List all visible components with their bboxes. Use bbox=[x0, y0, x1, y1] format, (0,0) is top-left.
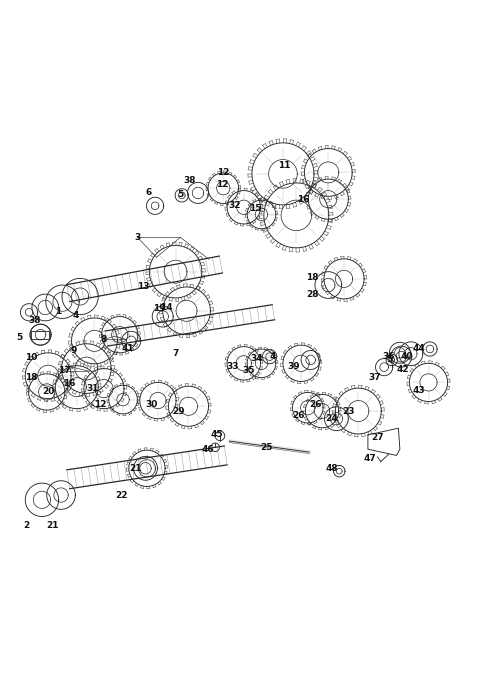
Text: 4: 4 bbox=[72, 311, 79, 320]
Text: 47: 47 bbox=[363, 454, 376, 463]
Text: 45: 45 bbox=[211, 431, 223, 439]
Text: 11: 11 bbox=[277, 161, 290, 170]
Text: 12: 12 bbox=[217, 168, 229, 177]
Text: 24: 24 bbox=[325, 414, 338, 423]
Text: 17: 17 bbox=[58, 366, 71, 376]
Text: 37: 37 bbox=[368, 373, 381, 382]
Text: 31: 31 bbox=[87, 384, 99, 393]
Text: 13: 13 bbox=[137, 282, 150, 292]
Text: 9: 9 bbox=[71, 346, 77, 355]
Text: 34: 34 bbox=[251, 354, 263, 363]
Text: 7: 7 bbox=[172, 349, 179, 358]
Text: 38: 38 bbox=[184, 175, 196, 185]
Text: 18: 18 bbox=[306, 273, 319, 282]
Text: 48: 48 bbox=[325, 464, 338, 473]
Text: 32: 32 bbox=[228, 201, 240, 211]
Text: 1: 1 bbox=[55, 307, 61, 316]
Text: 3: 3 bbox=[134, 233, 141, 242]
Text: 42: 42 bbox=[397, 365, 409, 374]
Text: 38: 38 bbox=[28, 316, 41, 325]
Text: 2: 2 bbox=[24, 521, 30, 530]
Text: 35: 35 bbox=[242, 366, 255, 376]
Text: 15: 15 bbox=[249, 204, 262, 213]
Text: 25: 25 bbox=[260, 443, 273, 452]
Text: 16: 16 bbox=[297, 195, 309, 204]
Text: 10: 10 bbox=[25, 353, 37, 362]
Text: 21: 21 bbox=[47, 521, 59, 530]
Text: 6: 6 bbox=[145, 188, 152, 198]
Text: 46: 46 bbox=[201, 445, 214, 454]
Text: 4: 4 bbox=[269, 352, 276, 361]
Text: 12: 12 bbox=[216, 180, 228, 190]
Text: 39: 39 bbox=[287, 362, 300, 371]
Text: 29: 29 bbox=[173, 406, 185, 416]
Text: 23: 23 bbox=[343, 406, 355, 416]
Text: 8: 8 bbox=[101, 335, 107, 344]
Text: 5: 5 bbox=[386, 355, 393, 364]
Text: 41: 41 bbox=[121, 345, 134, 353]
Text: 20: 20 bbox=[42, 387, 54, 397]
Text: 43: 43 bbox=[413, 385, 425, 395]
Text: 28: 28 bbox=[306, 290, 319, 299]
Text: 33: 33 bbox=[227, 362, 239, 371]
Bar bbox=[32, 331, 48, 338]
Text: 12: 12 bbox=[95, 400, 107, 409]
Text: 16: 16 bbox=[63, 379, 75, 389]
Text: 27: 27 bbox=[371, 433, 384, 442]
Text: 5: 5 bbox=[177, 190, 183, 199]
Text: 36: 36 bbox=[383, 352, 395, 361]
Text: 26: 26 bbox=[309, 400, 322, 409]
Text: 40: 40 bbox=[401, 352, 413, 361]
Text: 44: 44 bbox=[413, 345, 425, 353]
Text: 26: 26 bbox=[292, 412, 304, 420]
Text: 21: 21 bbox=[130, 464, 142, 473]
Text: 22: 22 bbox=[115, 491, 128, 500]
Text: 18: 18 bbox=[25, 373, 37, 382]
Text: 30: 30 bbox=[145, 400, 158, 409]
Text: 5: 5 bbox=[16, 332, 23, 342]
Text: 19: 19 bbox=[154, 305, 166, 313]
Text: 14: 14 bbox=[160, 303, 172, 312]
